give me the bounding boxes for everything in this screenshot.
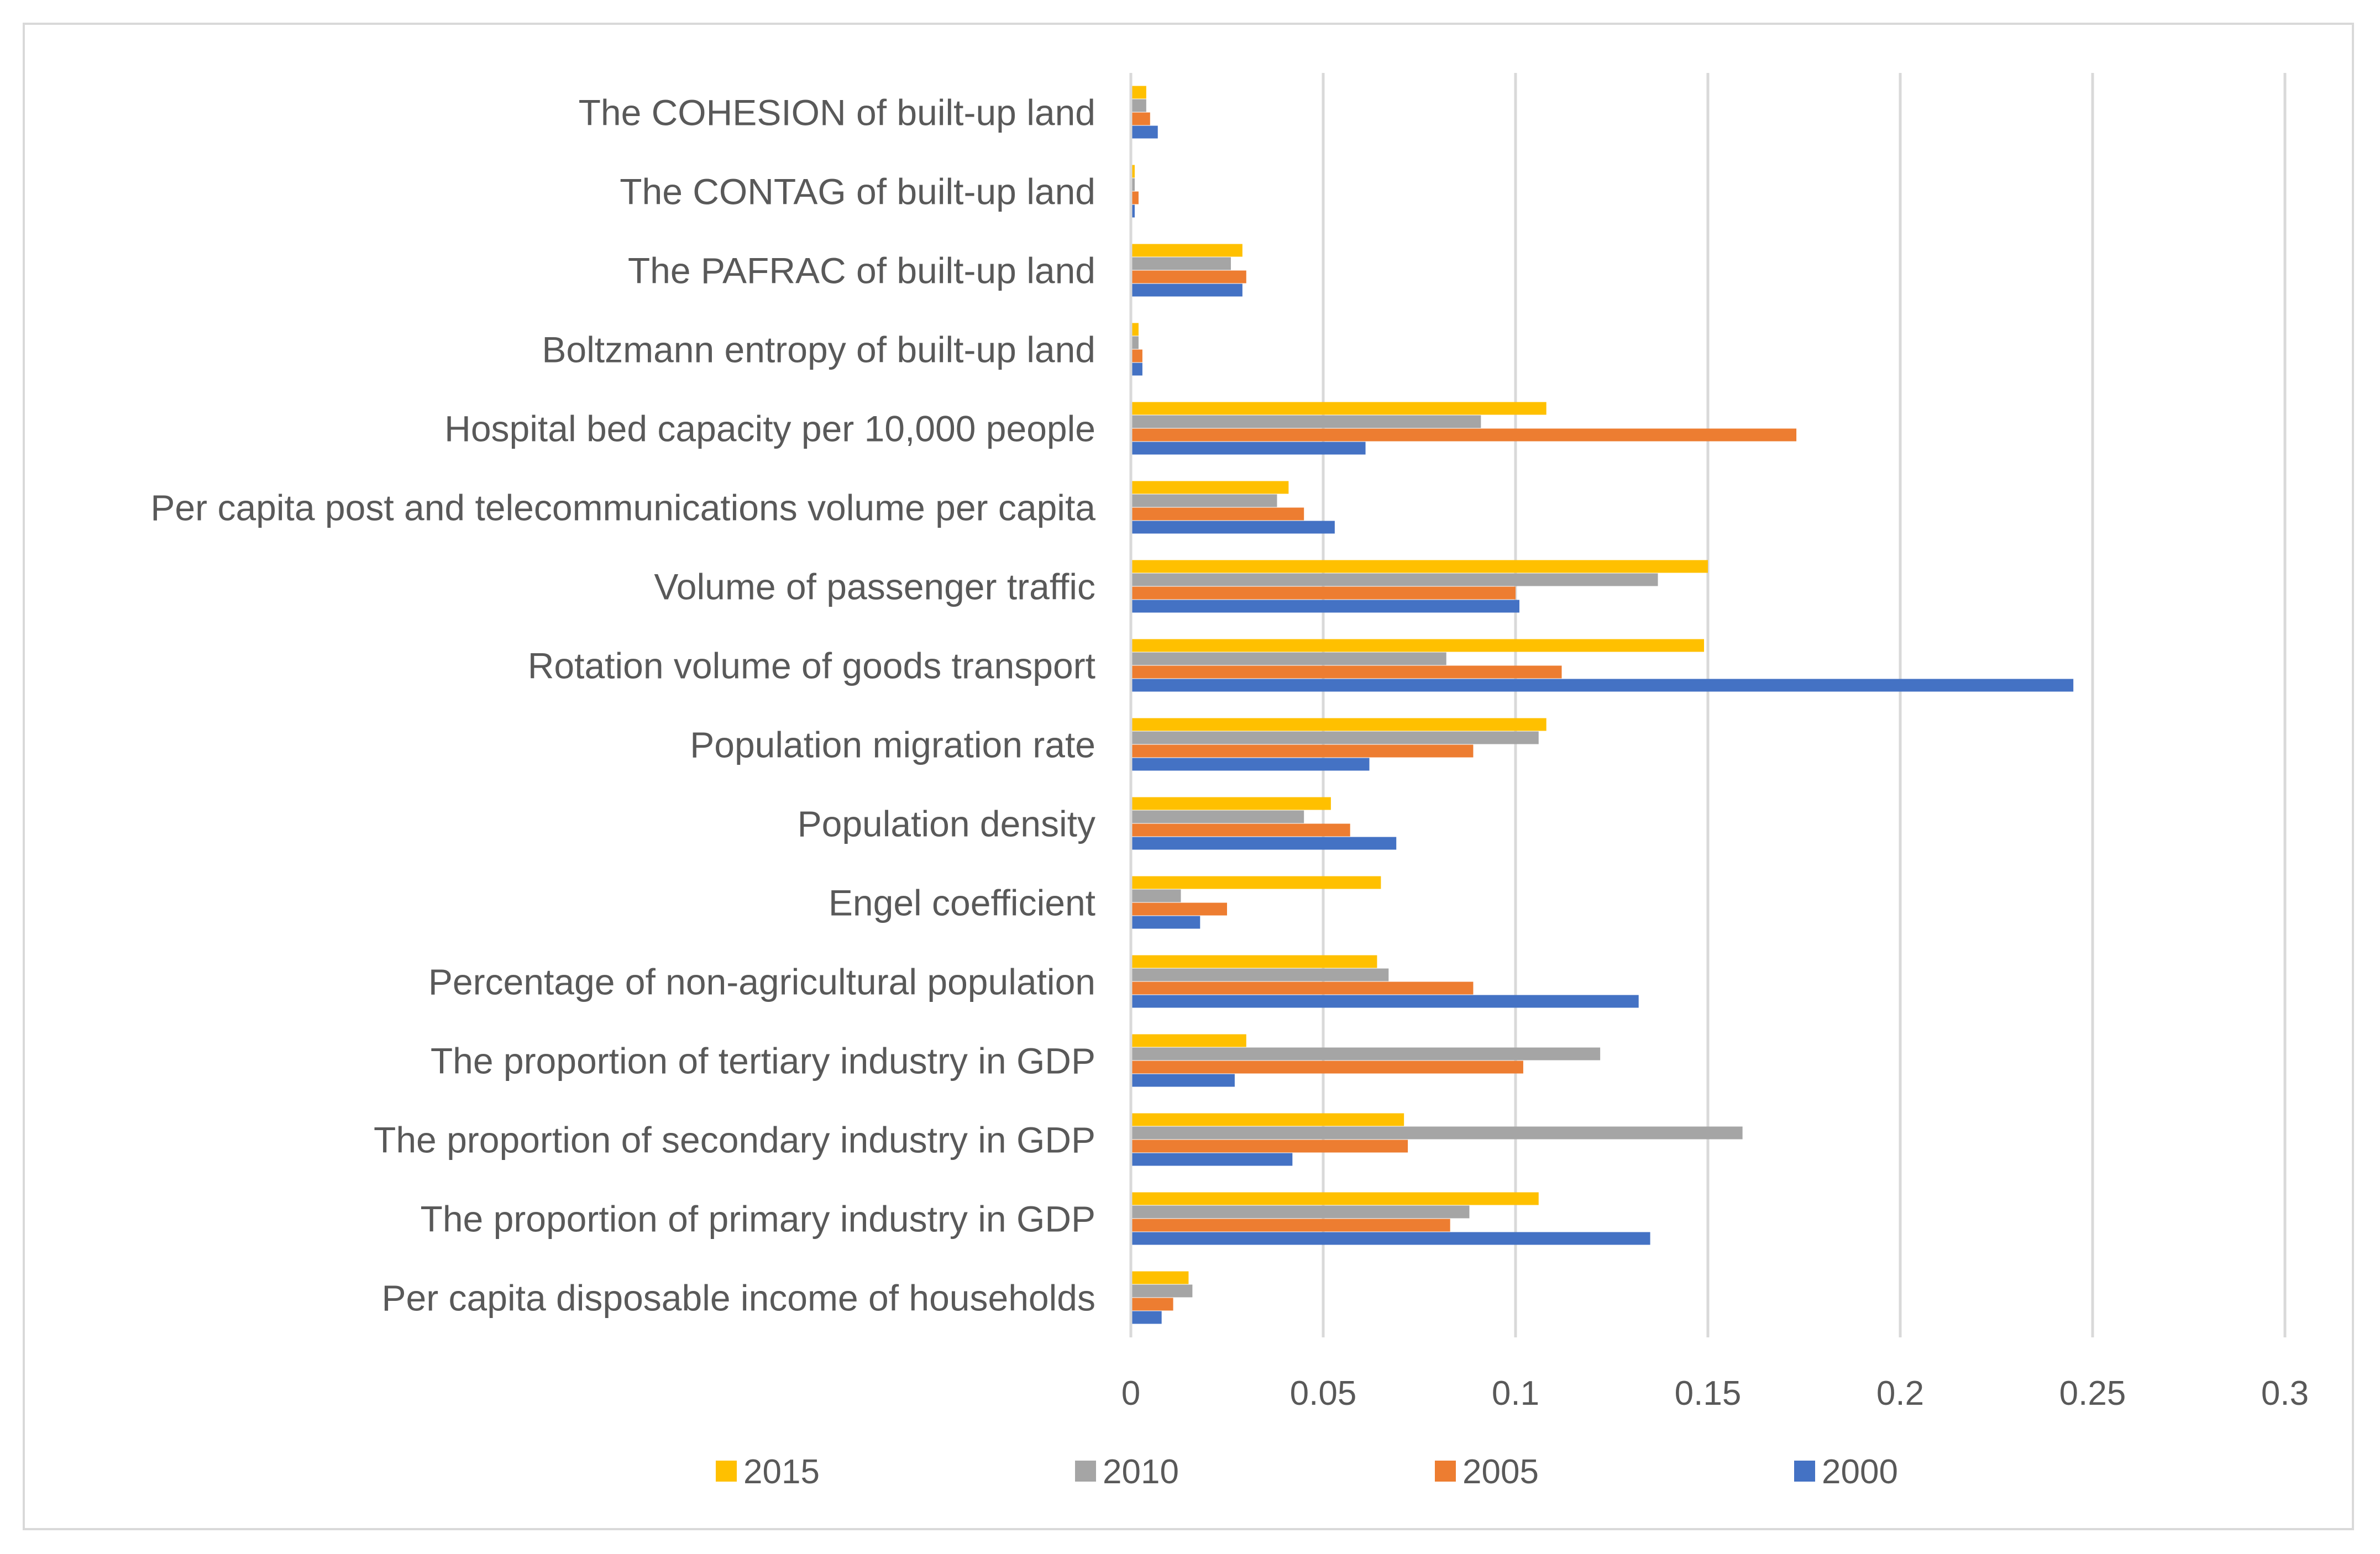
category-label-14: The proportion of primary industry in GD… — [421, 1199, 1095, 1240]
bar-2010-10 — [1131, 889, 1181, 902]
bar-2000-4 — [1131, 442, 1366, 455]
bar-2005-6 — [1131, 586, 1516, 600]
bar-2015-14 — [1131, 1192, 1539, 1205]
bar-2005-4 — [1131, 428, 1797, 442]
bar-2005-10 — [1131, 902, 1227, 916]
bar-2015-5 — [1131, 481, 1289, 494]
bar-2015-8 — [1131, 718, 1547, 731]
bar-2000-6 — [1131, 600, 1519, 613]
category-label-9: Population density — [798, 804, 1095, 844]
bar-2010-0 — [1131, 99, 1146, 112]
x-tick-label-3: 0.15 — [1675, 1374, 1742, 1413]
x-tick-label-6: 0.3 — [2261, 1374, 2309, 1413]
bar-2005-8 — [1131, 744, 1474, 758]
bar-2005-9 — [1131, 823, 1350, 837]
bar-2010-4 — [1131, 415, 1481, 428]
bar-2000-8 — [1131, 758, 1370, 771]
bar-2005-15 — [1131, 1298, 1173, 1311]
bar-2015-2 — [1131, 244, 1243, 257]
bar-2000-5 — [1131, 521, 1335, 534]
category-label-1: The CONTAG of built-up land — [620, 171, 1095, 212]
category-label-7: Rotation volume of goods transport — [528, 645, 1095, 686]
bar-2000-13 — [1131, 1153, 1293, 1166]
bar-2000-2 — [1131, 284, 1243, 297]
x-tick-label-5: 0.25 — [2059, 1374, 2126, 1413]
legend-label-2000: 2000 — [1822, 1453, 1898, 1491]
bar-2000-14 — [1131, 1232, 1650, 1245]
bar-2000-1 — [1131, 204, 1135, 218]
category-label-2: The PAFRAC of built-up land — [628, 250, 1095, 291]
bar-2015-13 — [1131, 1113, 1404, 1126]
x-tick-label-4: 0.2 — [1876, 1374, 1924, 1413]
x-tick-label-0: 0 — [1121, 1374, 1140, 1413]
bar-2005-12 — [1131, 1060, 1523, 1074]
category-label-5: Per capita post and telecommunications v… — [150, 487, 1095, 528]
bar-2005-11 — [1131, 981, 1474, 995]
legend-label-2015: 2015 — [743, 1453, 820, 1491]
bar-2000-7 — [1131, 679, 2074, 692]
bar-2000-9 — [1131, 837, 1397, 850]
bar-2000-12 — [1131, 1074, 1235, 1087]
bar-2015-15 — [1131, 1271, 1189, 1284]
bar-2010-2 — [1131, 257, 1231, 270]
bar-2005-3 — [1131, 349, 1142, 363]
bar-2010-9 — [1131, 810, 1304, 823]
bar-2010-6 — [1131, 573, 1658, 586]
legend-swatch-2000 — [1794, 1461, 1815, 1482]
legend-label-2005: 2005 — [1462, 1453, 1539, 1491]
category-label-0: The COHESION of built-up land — [579, 92, 1095, 133]
bar-2010-7 — [1131, 652, 1446, 665]
bar-2010-3 — [1131, 336, 1139, 349]
bar-2005-1 — [1131, 191, 1139, 204]
category-label-12: The proportion of tertiary industry in G… — [431, 1041, 1095, 1082]
bar-2015-1 — [1131, 165, 1135, 178]
bar-2010-15 — [1131, 1284, 1193, 1298]
category-label-15: Per capita disposable income of househol… — [382, 1278, 1095, 1319]
bar-2015-3 — [1131, 323, 1139, 336]
legend-label-2010: 2010 — [1103, 1453, 1179, 1491]
bar-2005-5 — [1131, 507, 1304, 521]
bar-2005-2 — [1131, 270, 1246, 284]
bar-2010-1 — [1131, 178, 1135, 191]
bar-2015-11 — [1131, 955, 1377, 968]
bar-2005-14 — [1131, 1219, 1450, 1232]
bar-2000-10 — [1131, 916, 1201, 929]
legend-swatch-2005 — [1435, 1461, 1456, 1482]
bar-2010-12 — [1131, 1047, 1601, 1060]
bar-2010-8 — [1131, 731, 1539, 744]
category-label-8: Population migration rate — [690, 725, 1095, 765]
bar-2015-7 — [1131, 639, 1705, 652]
category-label-6: Volume of passenger traffic — [654, 566, 1095, 607]
legend-swatch-2010 — [1075, 1461, 1096, 1482]
bar-2010-11 — [1131, 968, 1389, 981]
bar-2005-7 — [1131, 665, 1562, 679]
bar-2015-12 — [1131, 1034, 1246, 1047]
bar-2000-0 — [1131, 125, 1158, 139]
bar-2015-10 — [1131, 876, 1381, 889]
legend-swatch-2015 — [716, 1461, 737, 1482]
bar-2010-13 — [1131, 1126, 1743, 1140]
category-label-13: The proportion of secondary industry in … — [374, 1120, 1095, 1161]
bar-2010-5 — [1131, 494, 1277, 507]
bar-2015-0 — [1131, 86, 1146, 99]
bar-2010-14 — [1131, 1205, 1470, 1219]
category-label-10: Engel coefficient — [829, 883, 1095, 923]
x-tick-label-1: 0.05 — [1290, 1374, 1357, 1413]
x-tick-label-2: 0.1 — [1492, 1374, 1539, 1413]
category-label-11: Percentage of non-agricultural populatio… — [428, 962, 1095, 1002]
bar-2000-15 — [1131, 1311, 1162, 1324]
bar-2015-6 — [1131, 560, 1708, 573]
bar-2000-3 — [1131, 363, 1142, 376]
bar-2005-0 — [1131, 112, 1150, 125]
bar-2000-11 — [1131, 995, 1639, 1008]
bar-2015-4 — [1131, 402, 1547, 415]
bar-2005-13 — [1131, 1140, 1408, 1153]
bar-2015-9 — [1131, 797, 1331, 810]
category-label-4: Hospital bed capacity per 10,000 people — [444, 408, 1095, 449]
category-label-3: Boltzmann entropy of built-up land — [542, 329, 1095, 370]
